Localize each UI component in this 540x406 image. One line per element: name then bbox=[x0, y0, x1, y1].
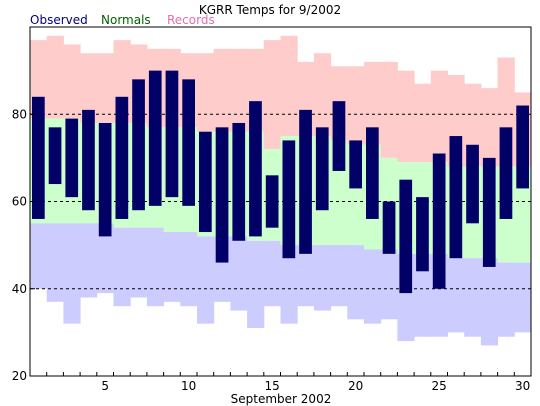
record-low-band-day-7 bbox=[130, 227, 148, 298]
record-high-band-day-21 bbox=[364, 61, 382, 145]
observed-bar-day-26 bbox=[449, 136, 463, 259]
record-low-band-day-4 bbox=[80, 223, 98, 298]
record-high-band-day-2 bbox=[46, 35, 64, 119]
record-low-band-day-29 bbox=[497, 262, 515, 337]
record-low-band-day-6 bbox=[113, 227, 131, 307]
y-tick-label-40: 40 bbox=[12, 282, 27, 296]
record-low-band-day-15 bbox=[263, 240, 281, 307]
record-high-band-day-24 bbox=[414, 83, 432, 163]
observed-bar-day-23 bbox=[399, 179, 413, 294]
record-high-band-day-28 bbox=[480, 88, 499, 167]
record-high-band-day-15 bbox=[263, 40, 281, 150]
record-high-band-day-12 bbox=[213, 48, 231, 132]
observed-bar-day-24 bbox=[416, 197, 429, 272]
axes: 5 10 15 20 25 30 20 40 60 80 bbox=[12, 26, 532, 393]
record-low-band-day-30 bbox=[514, 262, 532, 333]
record-high-band-day-13 bbox=[230, 48, 248, 132]
record-low-band-day-24 bbox=[414, 253, 432, 337]
record-high-band-day-11 bbox=[197, 53, 215, 132]
x-tick-label-15: 15 bbox=[265, 379, 280, 393]
record-high-band-day-18 bbox=[313, 53, 332, 137]
observed-bar-day-17 bbox=[299, 109, 312, 254]
record-low-band-day-20 bbox=[347, 245, 365, 320]
x-tick-label-25: 25 bbox=[432, 379, 447, 393]
x-tick-label-30: 30 bbox=[515, 379, 530, 393]
record-low-band-day-27 bbox=[464, 258, 482, 337]
observed-bar-day-18 bbox=[315, 127, 329, 211]
record-low-band-day-9 bbox=[163, 232, 181, 302]
record-high-band-day-23 bbox=[397, 70, 415, 163]
y-tick-label-80: 80 bbox=[12, 107, 27, 121]
observed-bar-day-4 bbox=[82, 109, 95, 211]
legend-normals: Normals bbox=[101, 13, 151, 27]
record-low-band-day-22 bbox=[380, 249, 398, 320]
record-low-band-day-2 bbox=[46, 223, 64, 302]
record-low-band-day-10 bbox=[180, 232, 198, 307]
observed-bar-day-22 bbox=[382, 201, 396, 254]
observed-bar-day-29 bbox=[499, 127, 513, 219]
record-low-band-day-18 bbox=[313, 245, 332, 311]
observed-bar-day-5 bbox=[98, 122, 112, 237]
observed-bar-day-7 bbox=[132, 79, 145, 211]
observed-bar-day-13 bbox=[232, 122, 246, 241]
observed-bars bbox=[32, 70, 529, 294]
record-high-band-day-20 bbox=[347, 66, 365, 145]
observed-bar-day-11 bbox=[199, 131, 212, 233]
record-high-band-day-16 bbox=[280, 35, 298, 137]
record-low-band-day-3 bbox=[63, 223, 81, 324]
observed-bar-day-16 bbox=[282, 140, 296, 259]
observed-bar-day-28 bbox=[482, 157, 496, 267]
observed-bar-day-14 bbox=[249, 101, 262, 237]
x-axis-label: September 2002 bbox=[231, 392, 332, 406]
x-tick-label-5: 5 bbox=[101, 379, 109, 393]
observed-bar-day-27 bbox=[466, 144, 479, 224]
record-low-band-day-28 bbox=[480, 258, 499, 346]
legend-observed: Observed bbox=[30, 13, 88, 27]
observed-bar-day-30 bbox=[516, 105, 529, 189]
observed-bar-day-10 bbox=[182, 79, 195, 206]
record-low-band-day-14 bbox=[247, 240, 265, 329]
observed-bar-day-19 bbox=[332, 101, 346, 171]
record-low-band-day-13 bbox=[230, 236, 248, 311]
x-tick-label-10: 10 bbox=[181, 379, 196, 393]
observed-bar-day-8 bbox=[148, 70, 162, 206]
record-low-band-day-11 bbox=[197, 236, 215, 324]
chart-title: KGRR Temps for 9/2002 bbox=[199, 3, 341, 17]
observed-bar-day-1 bbox=[32, 96, 45, 219]
observed-bar-day-2 bbox=[48, 127, 62, 185]
record-low-band-day-17 bbox=[297, 245, 315, 307]
observed-bar-day-3 bbox=[65, 118, 79, 198]
record-high-band-day-25 bbox=[430, 70, 448, 163]
record-low-band-day-5 bbox=[96, 223, 114, 294]
y-tick-label-20: 20 bbox=[12, 369, 27, 383]
legend-records: Records bbox=[167, 13, 215, 27]
record-high-band-day-22 bbox=[380, 61, 398, 158]
record-low-band-day-1 bbox=[30, 223, 48, 289]
x-tick-label-20: 20 bbox=[348, 379, 363, 393]
observed-bar-day-6 bbox=[115, 96, 129, 219]
normal-band-day-30 bbox=[514, 166, 532, 263]
observed-bar-day-15 bbox=[265, 175, 279, 228]
observed-bar-day-12 bbox=[215, 127, 229, 263]
observed-bar-day-9 bbox=[165, 70, 179, 198]
record-high-band-day-4 bbox=[80, 53, 98, 123]
record-low-band-day-21 bbox=[364, 249, 382, 324]
observed-bar-day-21 bbox=[366, 127, 379, 219]
observed-bar-day-20 bbox=[349, 140, 362, 189]
record-high-band-day-3 bbox=[63, 44, 81, 119]
record-low-band-day-16 bbox=[280, 245, 298, 324]
record-low-band-day-8 bbox=[146, 227, 165, 307]
record-low-band-day-19 bbox=[330, 245, 348, 307]
record-high-band-day-5 bbox=[96, 53, 114, 123]
observed-bar-day-25 bbox=[432, 153, 446, 289]
y-tick-label-60: 60 bbox=[12, 195, 27, 209]
record-low-band-day-26 bbox=[447, 258, 465, 333]
